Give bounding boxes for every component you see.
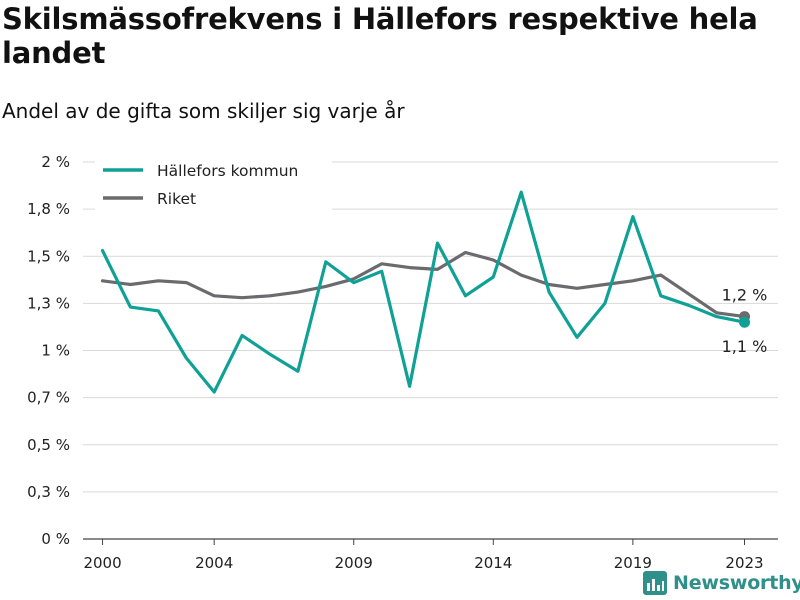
x-tick-label: 2009 xyxy=(335,554,373,572)
end-label-hallefors: 1,1 % xyxy=(722,337,768,356)
series-line-hallefors xyxy=(100,190,747,394)
series-line-riket xyxy=(100,250,747,319)
x-tick-label: 2019 xyxy=(614,554,652,572)
series-lines xyxy=(100,190,747,394)
y-axis-ticks: 0 % 0,3 % 0,5 % 0,7 % 1 % 1,3 % 1,5 % 1,8 % 2 % xyxy=(27,153,70,548)
legend-background xyxy=(95,155,332,210)
y-tick-label: 0,5 % xyxy=(27,436,70,454)
bar-chart-icon xyxy=(643,571,667,595)
y-tick-label: 0,3 % xyxy=(27,483,70,501)
x-axis-ticks: 2000 2004 2009 2014 2019 2023 xyxy=(83,539,764,572)
y-tick-label: 1,3 % xyxy=(27,294,70,312)
end-markers: 1,2 % 1,1 % xyxy=(722,286,768,357)
y-tick-label: 1,5 % xyxy=(27,247,70,265)
y-tick-label: 2 % xyxy=(41,153,70,171)
y-tick-label: 0,7 % xyxy=(27,389,70,407)
y-tick-label: 1 % xyxy=(41,342,70,360)
x-tick-label: 2014 xyxy=(474,554,512,572)
y-tick-label: 1,8 % xyxy=(27,200,70,218)
legend-label: Riket xyxy=(157,190,196,208)
x-tick-label: 2023 xyxy=(725,554,763,572)
end-label-riket: 1,2 % xyxy=(722,286,768,305)
x-tick-label: 2000 xyxy=(83,554,121,572)
chart-subtitle: Andel av de gifta som skiljer sig varje … xyxy=(2,99,405,123)
x-tick-label: 2004 xyxy=(195,554,233,572)
gridlines xyxy=(83,161,778,540)
legend-label: Hällefors kommun xyxy=(157,162,298,180)
chart-title: Skilsmässofrekvens i Hällefors respektiv… xyxy=(2,2,758,70)
y-tick-label: 0 % xyxy=(41,530,70,548)
newsworthy-logo: Newsworthy xyxy=(643,566,800,600)
legend: Hällefors kommun Riket xyxy=(95,155,332,210)
end-point-marker xyxy=(739,316,751,328)
brand-name: Newsworthy xyxy=(673,572,800,594)
